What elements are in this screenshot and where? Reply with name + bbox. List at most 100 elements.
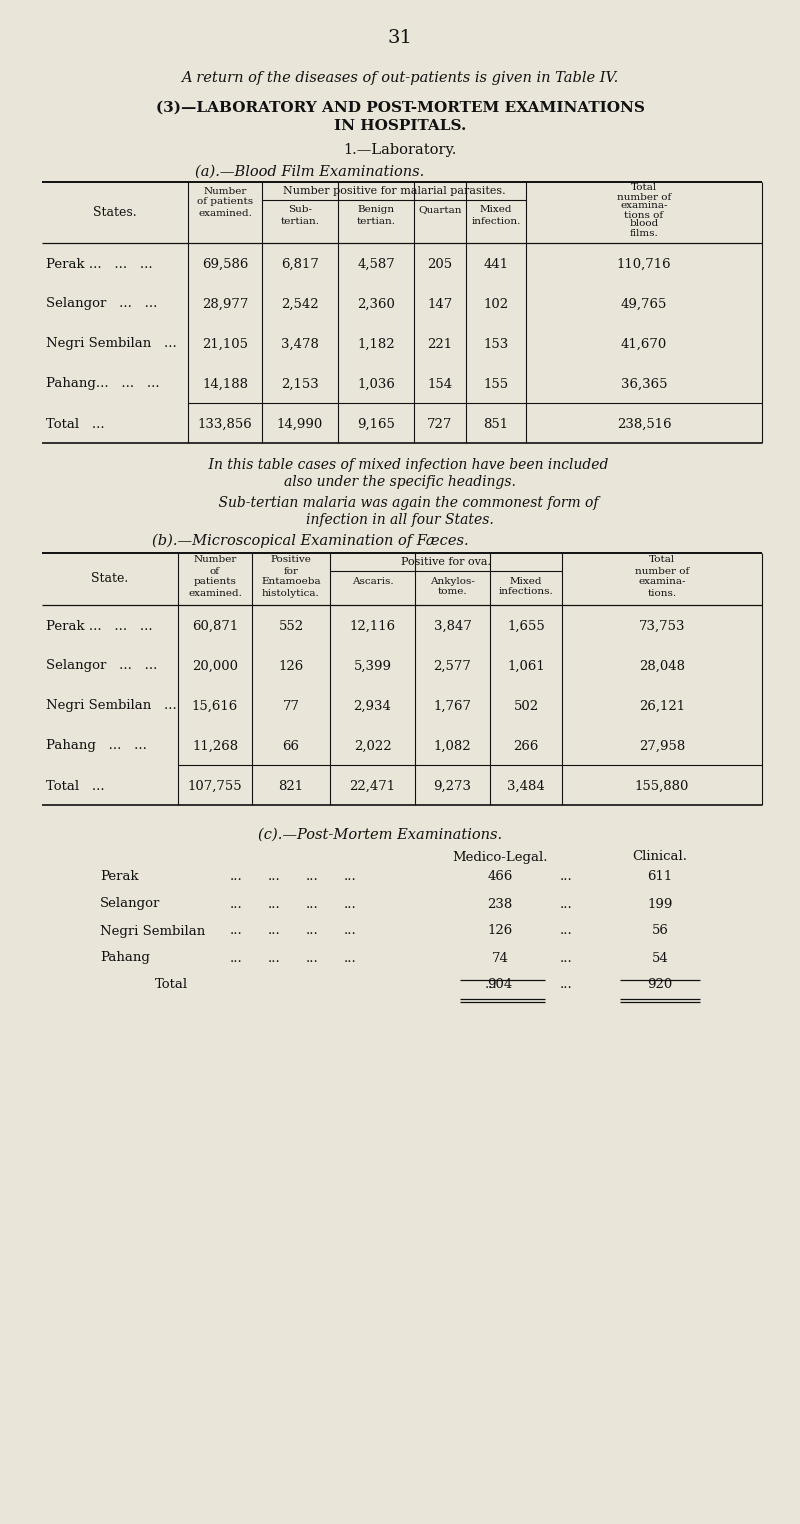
Text: 1,082: 1,082 [434,739,471,753]
Text: tome.: tome. [438,587,467,596]
Text: 31: 31 [387,29,413,47]
Text: Quartan: Quartan [418,206,462,215]
Text: 21,105: 21,105 [202,337,248,351]
Text: 28,048: 28,048 [639,660,685,672]
Text: 238: 238 [487,898,513,910]
Text: (a).—Blood Film Examinations.: (a).—Blood Film Examinations. [195,165,425,178]
Text: films.: films. [630,229,658,238]
Text: 77: 77 [282,700,299,713]
Text: ...: ... [230,898,242,910]
Text: tertian.: tertian. [281,216,319,226]
Text: number of: number of [617,192,671,201]
Text: 2,577: 2,577 [434,660,471,672]
Text: (3)—LABORATORY AND POST-MORTEM EXAMINATIONS: (3)—LABORATORY AND POST-MORTEM EXAMINATI… [155,101,645,114]
Text: State.: State. [91,573,129,585]
Text: also under the specific headings.: also under the specific headings. [284,475,516,489]
Text: 41,670: 41,670 [621,337,667,351]
Text: Total: Total [631,183,657,192]
Text: 74: 74 [491,951,509,965]
Text: 36,365: 36,365 [621,378,667,390]
Text: 266: 266 [514,739,538,753]
Text: 155: 155 [483,378,509,390]
Text: for: for [283,567,298,576]
Text: infection.: infection. [471,216,521,226]
Text: ...: ... [344,925,357,937]
Text: 126: 126 [278,660,304,672]
Text: 27,958: 27,958 [639,739,685,753]
Text: histolytica.: histolytica. [262,588,320,597]
Text: 221: 221 [427,337,453,351]
Text: Ankylos-: Ankylos- [430,576,475,585]
Text: of patients: of patients [197,198,253,206]
Text: 3,847: 3,847 [434,619,471,632]
Text: 73,753: 73,753 [638,619,686,632]
Text: Selangor   ...   ...: Selangor ... ... [46,660,158,672]
Text: 2,934: 2,934 [354,700,391,713]
Text: 49,765: 49,765 [621,297,667,311]
Text: ...: ... [306,951,318,965]
Text: 102: 102 [483,297,509,311]
Text: examina-: examina- [638,578,686,587]
Text: Mixed: Mixed [510,576,542,585]
Text: 11,268: 11,268 [192,739,238,753]
Text: 133,856: 133,856 [198,418,252,430]
Text: 1,655: 1,655 [507,619,545,632]
Text: infections.: infections. [498,587,554,596]
Text: Number positive for malarial parasites.: Number positive for malarial parasites. [282,186,506,197]
Text: infection in all four States.: infection in all four States. [306,514,494,527]
Text: ...: ... [344,951,357,965]
Text: 3,478: 3,478 [281,337,319,351]
Text: ...: ... [230,925,242,937]
Text: 1,061: 1,061 [507,660,545,672]
Text: ...: ... [344,898,357,910]
Text: IN HOSPITALS.: IN HOSPITALS. [334,119,466,133]
Text: Mixed: Mixed [480,206,512,215]
Text: examina-: examina- [620,201,668,210]
Text: ...: ... [230,951,242,965]
Text: ...: ... [268,951,281,965]
Text: tertian.: tertian. [357,216,395,226]
Text: Pahang...   ...   ...: Pahang... ... ... [46,378,160,390]
Text: ...: ... [268,925,281,937]
Text: 56: 56 [651,925,669,937]
Text: Number: Number [203,186,246,195]
Text: ...: ... [306,925,318,937]
Text: 441: 441 [483,258,509,270]
Text: 920: 920 [647,978,673,992]
Text: 1.—Laboratory.: 1.—Laboratory. [343,143,457,157]
Text: 9,273: 9,273 [434,779,471,792]
Text: examined.: examined. [198,209,252,218]
Text: Perak ...   ...   ...: Perak ... ... ... [46,258,153,270]
Text: 611: 611 [647,870,673,884]
Text: 552: 552 [278,619,303,632]
Text: Selangor   ...   ...: Selangor ... ... [46,297,158,311]
Text: 1,182: 1,182 [357,337,395,351]
Text: A return of the diseases of out-patients is given in Table IV.: A return of the diseases of out-patients… [182,72,618,85]
Text: Clinical.: Clinical. [633,850,687,864]
Text: number of: number of [635,567,689,576]
Text: Perak: Perak [100,870,138,884]
Text: 54: 54 [652,951,668,965]
Text: 28,977: 28,977 [202,297,248,311]
Text: 502: 502 [514,700,538,713]
Text: ...: ... [268,898,281,910]
Text: Entamoeba: Entamoeba [261,578,321,587]
Text: Selangor: Selangor [100,898,160,910]
Text: 20,000: 20,000 [192,660,238,672]
Text: ...: ... [560,870,573,884]
Text: 154: 154 [427,378,453,390]
Text: Positive for ova.: Positive for ova. [401,556,491,567]
Text: of: of [210,567,220,576]
Text: Medico-Legal.: Medico-Legal. [452,850,548,864]
Text: 6,817: 6,817 [281,258,319,270]
Text: 126: 126 [487,925,513,937]
Text: ...: ... [485,978,498,992]
Text: patients: patients [194,578,237,587]
Text: 12,116: 12,116 [350,619,395,632]
Text: 4,587: 4,587 [357,258,395,270]
Text: 466: 466 [487,870,513,884]
Text: Total   ...: Total ... [46,418,105,430]
Text: 60,871: 60,871 [192,619,238,632]
Text: 205: 205 [427,258,453,270]
Text: Negri Sembilan: Negri Sembilan [100,925,206,937]
